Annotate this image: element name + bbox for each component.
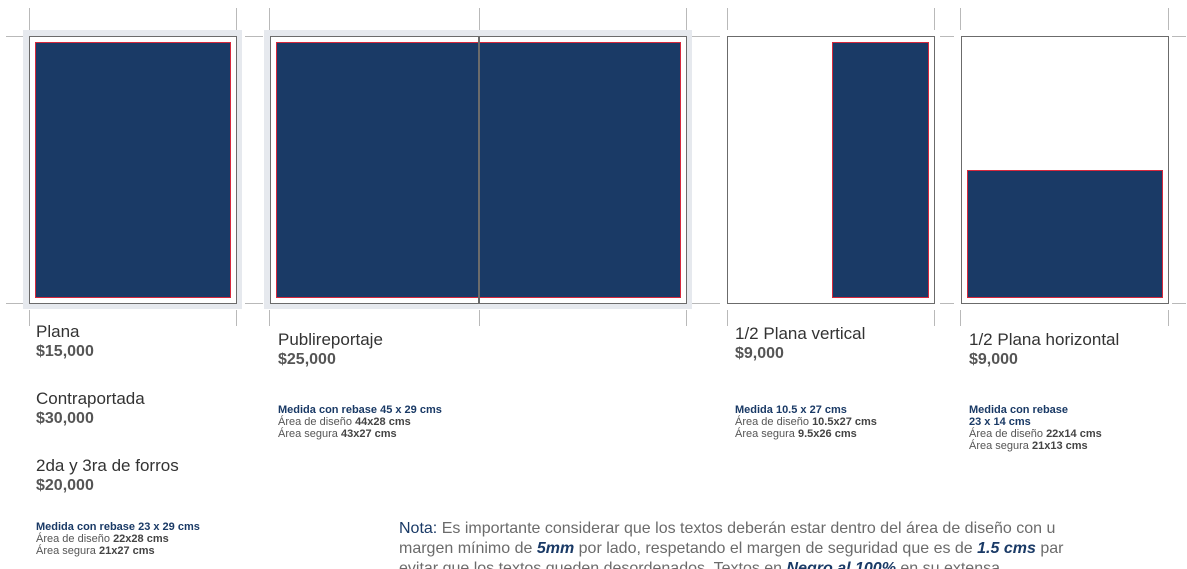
spec-safe-area: Área segura 43x27 cms	[278, 428, 397, 440]
plan-price: $25,000	[278, 351, 336, 368]
crop-mark	[940, 36, 954, 37]
crop-mark	[236, 8, 237, 30]
forros-label: 2da y 3ra de forros $20,000	[36, 456, 179, 496]
crop-mark	[1172, 36, 1186, 37]
publireportaje-label: Publireportaje $25,000	[278, 330, 383, 370]
plan-name: 2da y 3ra de forros	[36, 456, 179, 475]
spec-design-area: Área de diseño 22x28 cms	[36, 533, 169, 545]
crop-mark	[934, 8, 935, 30]
plan-price: $9,000	[969, 351, 1018, 368]
crop-mark	[479, 8, 480, 30]
spec-header: Medida con rebase 45 x 29 cms	[278, 404, 442, 416]
crop-mark	[692, 36, 720, 37]
crop-mark	[6, 36, 24, 37]
crop-mark	[727, 8, 728, 30]
crop-mark	[686, 8, 687, 30]
plana-spec: Medida con rebase 23 x 29 cms Área de di…	[36, 521, 200, 557]
crop-mark	[934, 310, 935, 326]
spec-header: 23 x 14 cms	[969, 416, 1031, 428]
crop-mark	[245, 36, 263, 37]
crop-mark	[269, 8, 270, 30]
plana-ad-block	[35, 42, 231, 298]
publireportaje-spec: Medida con rebase 45 x 29 cms Área de di…	[278, 404, 442, 440]
media-plana-horizontal-label: 1/2 Plana horizontal $9,000	[969, 330, 1119, 370]
plan-name: Contraportada	[36, 389, 145, 408]
contraportada-label: Contraportada $30,000	[36, 389, 145, 429]
crop-mark	[727, 310, 728, 326]
note-line: margen mínimo de 5mm por lado, respetand…	[399, 540, 1064, 557]
spec-design-area: Área de diseño 22x14 cms	[969, 428, 1102, 440]
crop-mark	[29, 310, 30, 326]
media-plana-vertical-ad-block	[832, 42, 929, 298]
media-plana-horizontal-spec: Medida con rebase 23 x 14 cms Área de di…	[969, 404, 1102, 452]
spec-header: Medida con rebase 23 x 29 cms	[36, 521, 200, 533]
crop-mark	[960, 310, 961, 326]
plan-name: 1/2 Plana vertical	[735, 324, 866, 343]
crop-mark	[940, 303, 954, 304]
plan-name: Plana	[36, 322, 80, 341]
crop-mark	[269, 310, 270, 326]
plana-label: Plana $15,000	[36, 322, 94, 362]
design-note: Nota: Es importante considerar que los t…	[399, 519, 1187, 569]
note-label: Nota:	[399, 520, 438, 537]
note-line: evitar que los textos queden desordenado…	[399, 560, 1000, 569]
spec-safe-area: Área segura 21x27 cms	[36, 545, 155, 557]
crop-mark	[1168, 8, 1169, 30]
crop-mark	[692, 303, 720, 304]
plan-price: $9,000	[735, 345, 784, 362]
spec-safe-area: Área segura 21x13 cms	[969, 440, 1088, 452]
spec-header: Medida 10.5 x 27 cms	[735, 404, 847, 416]
crop-mark	[479, 310, 480, 326]
spec-design-area: Área de diseño 10.5x27 cms	[735, 416, 877, 428]
crop-mark	[960, 8, 961, 30]
crop-mark	[1168, 310, 1169, 326]
plan-price: $20,000	[36, 477, 94, 494]
media-plana-vertical-spec: Medida 10.5 x 27 cms Área de diseño 10.5…	[735, 404, 877, 440]
media-plana-horizontal-ad-block	[967, 170, 1163, 298]
plan-price: $30,000	[36, 410, 94, 427]
crop-mark	[6, 303, 24, 304]
plan-name: Publireportaje	[278, 330, 383, 349]
crop-mark	[686, 310, 687, 326]
crop-mark	[236, 310, 237, 326]
spec-safe-area: Área segura 9.5x26 cms	[735, 428, 857, 440]
crop-mark	[29, 8, 30, 30]
note-line: Nota: Es importante considerar que los t…	[399, 520, 1056, 537]
spec-design-area: Área de diseño 44x28 cms	[278, 416, 411, 428]
plan-name: 1/2 Plana horizontal	[969, 330, 1120, 349]
spec-header: Medida con rebase	[969, 404, 1069, 416]
crop-mark	[245, 303, 263, 304]
publireportaje-spine-line	[478, 36, 480, 304]
plan-price: $15,000	[36, 343, 94, 360]
crop-mark	[1172, 303, 1186, 304]
media-plana-vertical-label: 1/2 Plana vertical $9,000	[735, 324, 865, 364]
